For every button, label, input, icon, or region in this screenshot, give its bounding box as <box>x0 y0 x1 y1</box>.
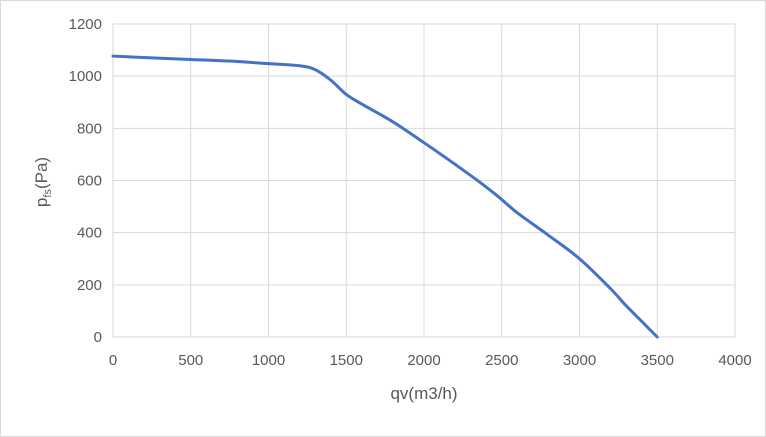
x-tick-label: 2500 <box>485 352 518 369</box>
y-tick-label: 600 <box>77 173 102 190</box>
y-tick-labels: 0 200 400 600 800 1000 1200 <box>69 16 102 346</box>
y-axis-title: pfs(Pa) <box>32 157 54 207</box>
x-tick-label: 3500 <box>641 352 674 369</box>
y-tick-label: 400 <box>77 225 102 242</box>
y-tick-label: 800 <box>77 120 102 137</box>
x-axis-title: qv(m3/h) <box>390 384 457 403</box>
horizontal-gridlines <box>113 23 735 338</box>
y-tick-label: 1200 <box>69 16 102 33</box>
x-tick-labels: 0 500 1000 1500 2000 2500 3000 3500 4000 <box>109 352 752 369</box>
y-axis-title-main: p <box>32 198 51 207</box>
x-tick-label: 500 <box>178 352 203 369</box>
x-tick-label: 0 <box>109 352 117 369</box>
x-tick-label: 2000 <box>407 352 440 369</box>
svg-text:pfs(Pa): pfs(Pa) <box>32 157 54 207</box>
y-axis-title-subscript: fs <box>42 189 54 198</box>
x-tick-label: 1500 <box>330 352 363 369</box>
y-tick-label: 0 <box>94 329 102 346</box>
y-tick-label: 200 <box>77 277 102 294</box>
x-tick-label: 4000 <box>718 352 751 369</box>
series-layer <box>111 54 659 339</box>
x-tick-label: 1000 <box>252 352 285 369</box>
series-line <box>111 54 659 339</box>
y-axis-title-unit: (Pa) <box>32 157 51 189</box>
y-tick-label: 1000 <box>69 68 102 85</box>
x-tick-label: 3000 <box>563 352 596 369</box>
